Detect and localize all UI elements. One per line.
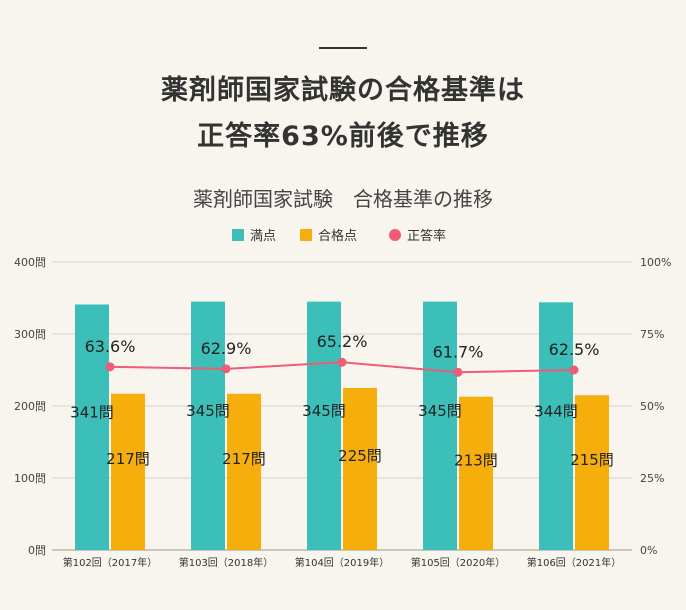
label-pass-2: 217問	[222, 450, 266, 468]
bar-full-3	[307, 301, 341, 550]
label-rate-5: 62.5%	[549, 340, 600, 359]
bar-pass-3	[343, 388, 377, 550]
label-full-2: 345問	[186, 402, 230, 420]
bar-full-4	[423, 301, 457, 550]
label-pass-3: 225問	[338, 447, 382, 465]
legend-label-3: 正答率	[407, 228, 446, 244]
bar-pass-5	[575, 395, 609, 550]
bar-full-2	[191, 301, 225, 550]
legend-swatch-1	[232, 229, 244, 241]
label-rate-2: 62.9%	[201, 339, 252, 358]
bar-full-5	[539, 302, 573, 550]
rate-point-3	[337, 357, 347, 367]
x-tick-label: 第102回（2017年）	[63, 556, 158, 569]
label-rate-4: 61.7%	[433, 342, 484, 361]
headline-line-2: 正答率63%前後で推移	[197, 121, 489, 152]
y-left-tick: 400問	[14, 256, 46, 269]
legend-label-1: 満点	[250, 229, 276, 244]
y-right-tick: 25%	[640, 472, 664, 485]
legend-swatch-3	[389, 229, 401, 241]
x-tick-label: 第103回（2018年）	[179, 556, 274, 569]
label-full-4: 345問	[418, 402, 462, 420]
label-full-1: 341問	[70, 403, 114, 421]
legend-label-2: 合格点	[318, 228, 357, 244]
rate-point-4	[453, 367, 463, 377]
header-rule	[319, 47, 367, 49]
bar-pass-4	[459, 396, 493, 550]
y-left-tick: 200問	[14, 400, 46, 413]
x-tick-label: 第104回（2019年）	[295, 556, 390, 569]
y-right-tick: 75%	[640, 328, 664, 341]
rate-point-5	[569, 365, 579, 375]
bar-pass-2	[227, 393, 261, 550]
bar-full-1	[75, 304, 109, 550]
y-right-tick: 100%	[640, 256, 671, 269]
chart-title: 薬剤師国家試験 合格基準の推移	[193, 187, 493, 211]
y-right-tick: 50%	[640, 400, 664, 413]
x-tick-label: 第106回（2021年）	[527, 556, 622, 569]
legend-swatch-2	[300, 229, 312, 241]
x-tick-label: 第105回（2020年）	[411, 556, 506, 569]
y-left-tick: 300問	[14, 328, 46, 341]
headline-line-1: 薬剤師国家試験の合格基準は	[161, 75, 525, 106]
y-left-tick: 0問	[28, 544, 46, 557]
label-full-3: 345問	[302, 402, 346, 420]
label-full-5: 344問	[534, 402, 578, 420]
label-rate-1: 63.6%	[85, 337, 136, 356]
rate-point-1	[105, 362, 115, 372]
label-pass-5: 215問	[570, 451, 614, 469]
label-pass-1: 217問	[106, 450, 150, 468]
label-rate-3: 65.2%	[317, 332, 368, 351]
y-left-tick: 100問	[14, 472, 46, 485]
bar-pass-1	[111, 393, 145, 550]
rate-point-2	[221, 364, 231, 374]
label-pass-4: 213問	[454, 452, 498, 470]
y-right-tick: 0%	[640, 544, 657, 557]
